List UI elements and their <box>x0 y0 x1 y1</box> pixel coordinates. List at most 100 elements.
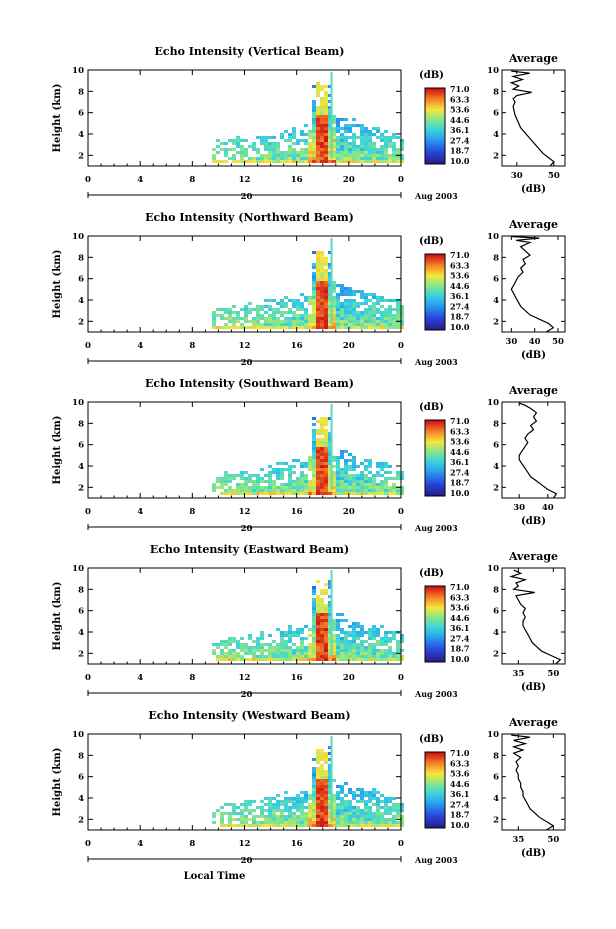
echo-cell <box>328 453 332 456</box>
echo-cell <box>240 477 244 480</box>
echo-cell <box>396 803 400 806</box>
echo-cell <box>344 468 348 471</box>
echo-cell <box>328 275 332 278</box>
colorbar-swatch <box>425 282 445 285</box>
echo-cell <box>228 815 232 818</box>
colorbar-tick-label: 53.6 <box>450 603 470 613</box>
echo-cell <box>312 127 316 130</box>
average-x-tick-label: 30 <box>511 171 523 181</box>
echo-cell <box>388 637 392 640</box>
colorbar-swatch <box>425 790 445 793</box>
echo-cell <box>232 474 236 477</box>
average-y-tick-label: 6 <box>493 607 499 617</box>
echo-cell <box>324 447 328 450</box>
echo-cell <box>228 326 232 329</box>
echo-cell <box>292 486 296 489</box>
echo-cell <box>320 118 324 121</box>
echo-cell <box>324 91 328 94</box>
echo-cell <box>372 148 376 151</box>
echo-cell <box>268 492 272 495</box>
colorbar-swatch <box>425 488 445 491</box>
echo-cell <box>348 314 352 317</box>
colorbar-tick-label: 36.1 <box>450 789 469 799</box>
echo-cell <box>344 148 348 151</box>
echo-cell <box>320 450 324 453</box>
echo-cell <box>244 314 248 317</box>
colorbar-swatch <box>425 103 445 106</box>
echo-cell <box>400 323 404 326</box>
echo-cell <box>336 326 340 329</box>
echo-cell <box>336 815 340 818</box>
echo-cell <box>336 655 340 658</box>
echo-cell <box>332 459 336 462</box>
echo-cell <box>320 287 324 290</box>
x-tick-label: 16 <box>291 507 303 517</box>
echo-cell <box>368 812 372 815</box>
echo-cell <box>268 658 272 661</box>
echo-cell <box>368 824 372 827</box>
echo-cell <box>332 290 336 293</box>
echo-cell <box>288 797 292 800</box>
echo-cell <box>244 815 248 818</box>
echo-cell <box>396 323 400 326</box>
echo-cell <box>232 492 236 495</box>
echo-cell <box>328 637 332 640</box>
echo-cell <box>376 821 380 824</box>
echo-cell <box>368 631 372 634</box>
echo-cell <box>332 824 336 827</box>
echo-cell <box>308 797 312 800</box>
echo-cell <box>300 483 304 486</box>
echo-cell <box>340 631 344 634</box>
colorbar: 71.063.353.644.636.127.418.710.0 <box>424 416 470 498</box>
echo-cell <box>340 326 344 329</box>
echo-cell <box>272 142 276 145</box>
echo-cell <box>268 136 272 139</box>
echo-cell <box>280 652 284 655</box>
echo-cell <box>368 634 372 637</box>
echo-cell <box>324 782 328 785</box>
y-axis-label: Height (km) <box>52 582 63 651</box>
echo-cell <box>368 305 372 308</box>
colorbar-swatch <box>425 265 445 268</box>
echo-cell <box>280 489 284 492</box>
echo-cell <box>360 625 364 628</box>
echo-cell <box>296 317 300 320</box>
echo-cell <box>336 492 340 495</box>
echo-cell <box>324 616 328 619</box>
echo-cell <box>364 821 368 824</box>
echo-cell <box>372 818 376 821</box>
colorbar-swatch <box>425 452 445 455</box>
echo-cell <box>344 314 348 317</box>
echo-cell <box>224 643 228 646</box>
colorbar-swatch <box>425 273 445 276</box>
echo-cell <box>224 812 228 815</box>
echo-cell <box>396 815 400 818</box>
average-y-tick-label: 10 <box>487 564 499 574</box>
echo-cell <box>316 782 320 785</box>
echo-cell <box>400 305 404 308</box>
echo-cell <box>396 136 400 139</box>
colorbar-tick-label: 27.4 <box>450 301 470 311</box>
echo-cell <box>284 157 288 160</box>
echo-cell <box>300 803 304 806</box>
echo-cell <box>356 634 360 637</box>
echo-cell <box>352 474 356 477</box>
echo-cell <box>348 145 352 148</box>
echo-cell <box>340 157 344 160</box>
echo-cell <box>356 302 360 305</box>
echo-cell <box>336 118 340 121</box>
echo-cell <box>324 806 328 809</box>
echo-cell <box>324 145 328 148</box>
echo-cell <box>312 788 316 791</box>
y-tick-label: 8 <box>78 253 84 263</box>
echo-cell <box>344 643 348 646</box>
echo-cell <box>328 616 332 619</box>
echo-cell <box>276 803 280 806</box>
echo-cell <box>324 480 328 483</box>
echo-cell <box>392 483 396 486</box>
echo-cell <box>316 145 320 148</box>
echo-cell <box>392 320 396 323</box>
echo-cell <box>228 311 232 314</box>
echo-cell <box>312 293 316 296</box>
